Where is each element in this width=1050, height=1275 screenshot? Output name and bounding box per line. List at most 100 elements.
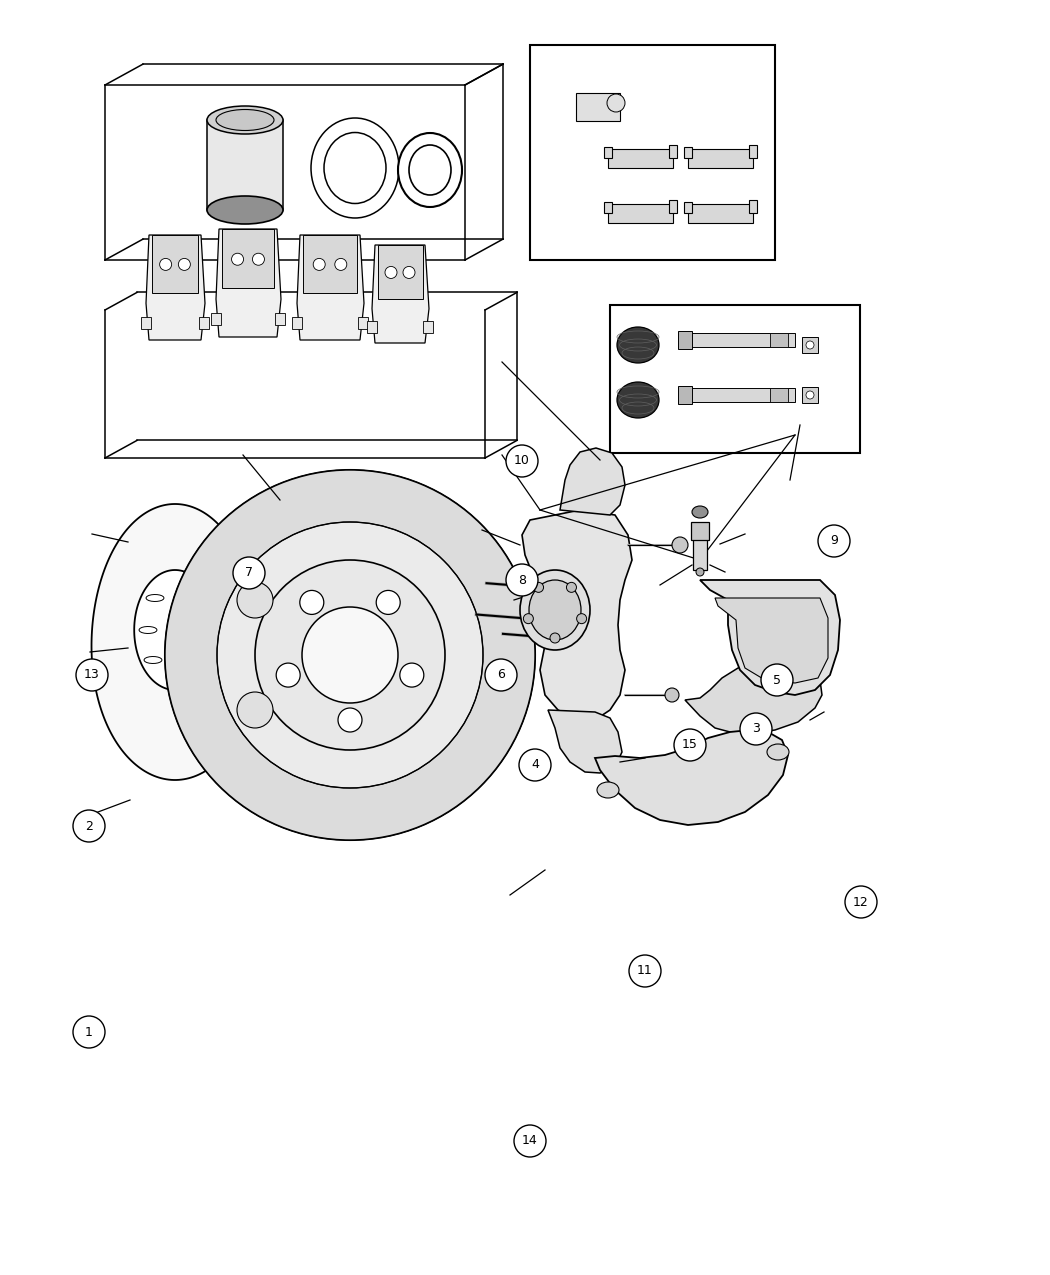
- Ellipse shape: [692, 506, 708, 518]
- Circle shape: [576, 613, 587, 623]
- Circle shape: [335, 259, 346, 270]
- Bar: [292, 317, 302, 329]
- Bar: [200, 317, 209, 329]
- Bar: [358, 317, 367, 329]
- Circle shape: [376, 590, 400, 615]
- Bar: [610, 305, 860, 453]
- Circle shape: [761, 664, 793, 696]
- Circle shape: [232, 254, 244, 265]
- Ellipse shape: [324, 133, 386, 204]
- Bar: [770, 333, 788, 347]
- Ellipse shape: [617, 326, 659, 363]
- Wedge shape: [165, 470, 536, 840]
- Text: 6: 6: [497, 668, 505, 682]
- Bar: [669, 144, 676, 158]
- Circle shape: [672, 537, 688, 553]
- Polygon shape: [548, 710, 622, 773]
- Polygon shape: [522, 510, 632, 720]
- Bar: [211, 314, 220, 325]
- Ellipse shape: [398, 133, 462, 207]
- Circle shape: [519, 748, 551, 782]
- Bar: [368, 321, 377, 334]
- Circle shape: [506, 445, 538, 477]
- Circle shape: [237, 692, 273, 728]
- Text: 7: 7: [245, 566, 253, 580]
- Text: 9: 9: [831, 534, 838, 547]
- Text: 14: 14: [522, 1135, 538, 1148]
- Circle shape: [506, 564, 538, 595]
- Circle shape: [523, 613, 533, 623]
- Circle shape: [696, 567, 704, 576]
- Circle shape: [302, 607, 398, 703]
- Circle shape: [550, 632, 560, 643]
- Circle shape: [255, 560, 445, 750]
- Polygon shape: [144, 657, 162, 663]
- Bar: [749, 200, 756, 213]
- Text: 10: 10: [514, 454, 530, 468]
- Circle shape: [74, 1016, 105, 1048]
- Bar: [690, 333, 795, 347]
- Ellipse shape: [207, 196, 284, 224]
- Circle shape: [313, 259, 326, 270]
- Circle shape: [74, 810, 105, 842]
- Bar: [576, 93, 620, 121]
- Bar: [802, 388, 818, 403]
- Circle shape: [385, 266, 397, 278]
- Circle shape: [403, 266, 415, 278]
- Polygon shape: [715, 598, 828, 683]
- Bar: [684, 203, 692, 213]
- Circle shape: [818, 525, 851, 557]
- Bar: [690, 388, 795, 402]
- Circle shape: [300, 590, 323, 615]
- Text: 12: 12: [853, 895, 869, 909]
- Circle shape: [514, 1125, 546, 1156]
- Circle shape: [485, 659, 517, 691]
- Ellipse shape: [410, 145, 450, 195]
- Bar: [691, 521, 709, 541]
- Circle shape: [740, 713, 772, 745]
- Ellipse shape: [311, 119, 399, 218]
- Ellipse shape: [597, 782, 620, 798]
- Bar: [684, 148, 692, 158]
- Text: 8: 8: [518, 574, 526, 586]
- Circle shape: [172, 682, 188, 697]
- Circle shape: [76, 659, 108, 691]
- Bar: [802, 337, 818, 353]
- Ellipse shape: [207, 106, 284, 134]
- Circle shape: [665, 688, 679, 703]
- Bar: [770, 388, 788, 402]
- Circle shape: [533, 583, 544, 593]
- Circle shape: [338, 708, 362, 732]
- Bar: [678, 332, 692, 349]
- Polygon shape: [595, 731, 788, 825]
- Text: 15: 15: [682, 738, 698, 751]
- Text: 5: 5: [773, 673, 781, 686]
- Circle shape: [674, 729, 706, 761]
- Bar: [530, 45, 775, 260]
- Bar: [303, 235, 357, 293]
- Polygon shape: [216, 230, 281, 337]
- Polygon shape: [139, 626, 157, 634]
- Polygon shape: [372, 245, 429, 343]
- Bar: [604, 148, 611, 158]
- Text: 4: 4: [531, 759, 539, 771]
- Circle shape: [237, 581, 273, 618]
- Ellipse shape: [529, 580, 581, 640]
- Circle shape: [607, 94, 625, 112]
- Polygon shape: [560, 448, 625, 515]
- Circle shape: [400, 663, 424, 687]
- Bar: [275, 314, 285, 325]
- Circle shape: [233, 557, 265, 589]
- Polygon shape: [685, 666, 822, 733]
- Polygon shape: [297, 235, 364, 340]
- Polygon shape: [91, 504, 246, 780]
- Ellipse shape: [324, 133, 385, 203]
- Text: 11: 11: [637, 964, 653, 978]
- Circle shape: [806, 391, 814, 399]
- Text: 3: 3: [752, 723, 760, 736]
- Circle shape: [845, 886, 877, 918]
- Bar: [608, 148, 672, 167]
- Polygon shape: [146, 594, 164, 602]
- Bar: [749, 144, 756, 158]
- Bar: [693, 538, 707, 570]
